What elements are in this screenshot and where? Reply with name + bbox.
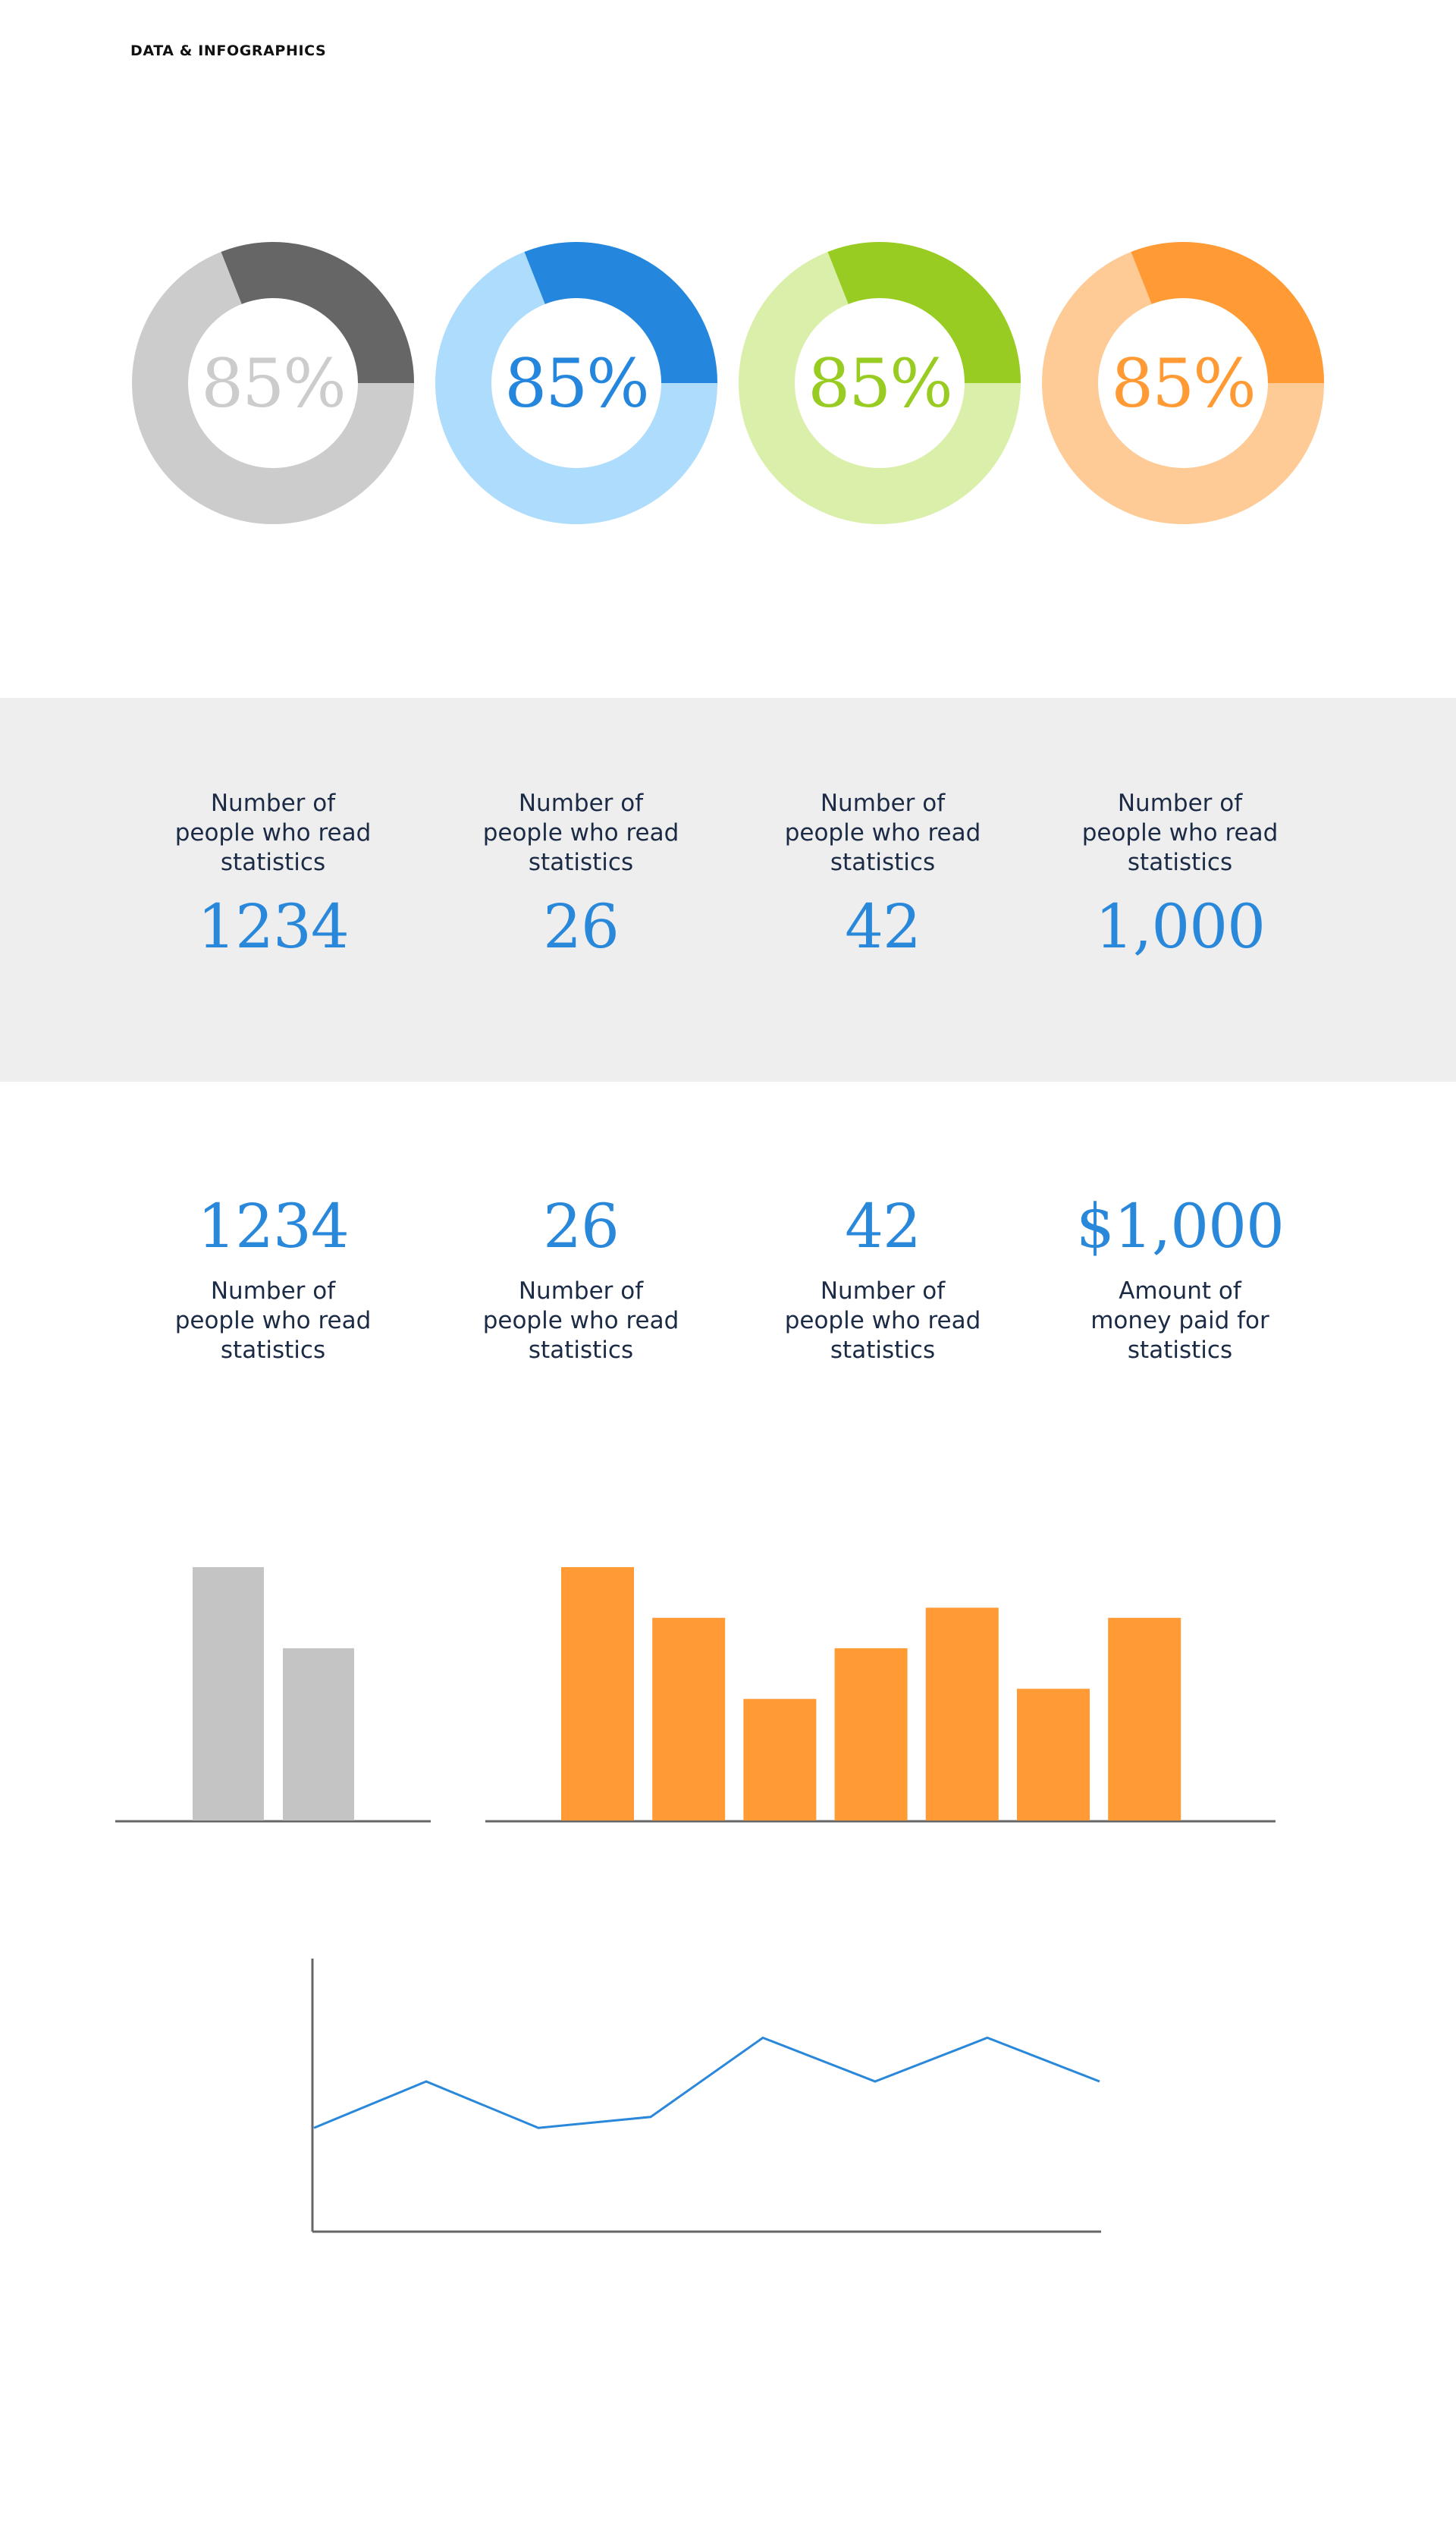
stat-block: Number of people who read statistics 42 (754, 789, 1012, 962)
stat-number: 26 (543, 891, 620, 962)
bar (1108, 1617, 1181, 1821)
donut-label: 85% (201, 344, 347, 423)
stat-block: 42 Number of people who read statistics (754, 1191, 1012, 1365)
bar (925, 1607, 999, 1821)
stats-band: Number of people who read statistics 123… (0, 698, 1456, 1082)
stat-number: 42 (845, 1191, 921, 1261)
stat-block: 26 Number of people who read statistics (452, 1191, 710, 1365)
stat-caption: Number of people who read statistics (174, 1277, 372, 1364)
donut-segment (221, 242, 414, 383)
stat-number: 1234 (197, 1191, 350, 1261)
bar (834, 1648, 908, 1821)
stat-number: $1,000 (1076, 1191, 1285, 1261)
stat-number: 42 (845, 891, 921, 962)
stat-number: 26 (543, 1191, 620, 1261)
page-title: DATA & INFOGRAPHICS (130, 42, 327, 59)
stat-caption: Number of people who read statistics (784, 1277, 981, 1364)
donut-label: 85% (1111, 344, 1257, 423)
stat-caption: Number of people who read statistics (482, 790, 679, 876)
stat-block: 1234 Number of people who read statistic… (144, 1191, 402, 1365)
bar (652, 1617, 726, 1821)
donut-segment (524, 242, 717, 383)
donut-chart-green: 85% (736, 239, 1024, 527)
stat-block: Number of people who read statistics 26 (452, 789, 710, 962)
donut-label: 85% (808, 344, 953, 423)
donut-chart-blue: 85% (432, 239, 720, 527)
stat-caption: Number of people who read statistics (784, 790, 981, 876)
bar (743, 1698, 817, 1821)
stat-block: $1,000 Amount of money paid for statisti… (1051, 1191, 1309, 1365)
donut-segment (1131, 242, 1324, 383)
bar (283, 1648, 354, 1821)
bar (561, 1567, 634, 1821)
stat-number: 1234 (197, 891, 350, 962)
stat-block: Number of people who read statistics 1,0… (1051, 789, 1309, 962)
donut-chart-gray: 85% (129, 239, 417, 527)
donut-segment (827, 242, 1021, 383)
donut-label: 85% (504, 344, 650, 423)
stat-caption: Amount of money paid for statistics (1090, 1277, 1269, 1364)
donut-ring (739, 242, 1021, 524)
stat-caption: Number of people who read statistics (482, 1277, 679, 1364)
stat-caption: Number of people who read statistics (1081, 790, 1279, 876)
stat-number: 1,000 (1094, 891, 1266, 962)
donut-ring (1042, 242, 1324, 524)
donut-charts: 85% 85% 85% 85% (0, 239, 1456, 527)
stat-block: Number of people who read statistics 123… (144, 789, 402, 962)
donut-ring (132, 242, 414, 524)
stat-caption: Number of people who read statistics (174, 790, 372, 876)
bar (1017, 1689, 1090, 1821)
bar (193, 1567, 264, 1821)
donut-chart-orange: 85% (1039, 239, 1327, 527)
line-series (313, 2036, 1100, 2129)
donut-ring (435, 242, 717, 524)
